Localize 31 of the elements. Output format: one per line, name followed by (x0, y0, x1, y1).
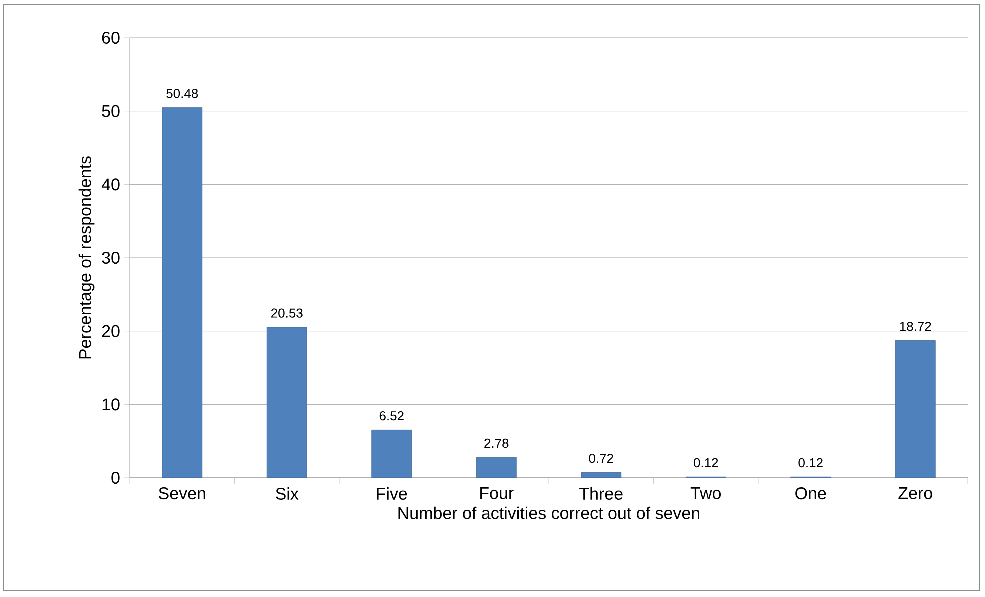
bar (266, 327, 308, 478)
data-label: 50.48 (166, 89, 198, 98)
y-tick-label: 10 (102, 398, 120, 411)
x-tick-label: Seven (159, 488, 206, 500)
x-axis-title: Number of activities correct out of seven (398, 506, 700, 520)
x-tick-label: Five (377, 488, 408, 500)
data-label: 0.72 (589, 454, 614, 464)
data-label: 0.12 (798, 458, 823, 468)
x-tick-label: Six (276, 488, 299, 500)
data-label: 6.52 (380, 411, 404, 421)
data-label: 20.53 (272, 308, 303, 318)
y-tick-label: 50 (102, 105, 120, 118)
bar (581, 472, 622, 478)
bar (895, 340, 936, 478)
x-tick-label: Four (480, 488, 514, 500)
y-tick-label: 40 (102, 178, 120, 191)
y-axis-title: Percentage of respondents (78, 156, 95, 359)
bar (162, 108, 203, 478)
y-tick-label: 20 (102, 325, 120, 338)
data-label: 0.12 (694, 458, 718, 468)
data-label: 2.78 (484, 438, 509, 448)
bar (476, 457, 517, 478)
y-tick-label: 0 (112, 472, 120, 484)
x-tick-label: Two (690, 488, 721, 500)
x-tick-label: Three (580, 488, 623, 500)
bar (372, 430, 412, 478)
data-label: 18.72 (900, 322, 932, 332)
y-tick-label: 60 (102, 32, 120, 44)
y-tick-label: 30 (102, 252, 120, 264)
x-tick-label: One (796, 488, 826, 500)
x-tick-label: Zero (898, 488, 932, 500)
